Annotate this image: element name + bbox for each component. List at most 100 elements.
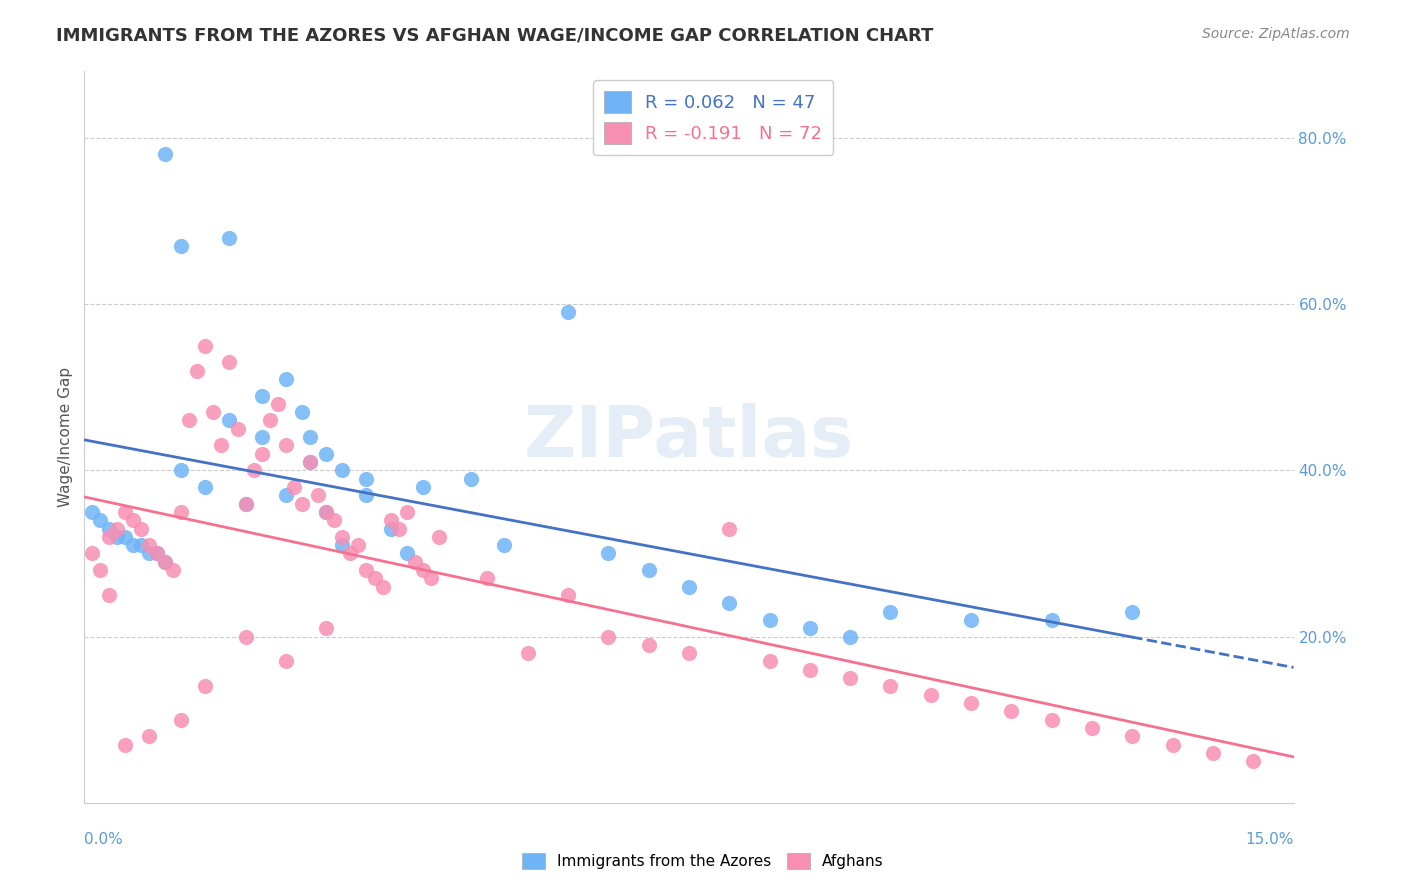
- Y-axis label: Wage/Income Gap: Wage/Income Gap: [58, 367, 73, 508]
- Point: [516, 646, 538, 660]
- Point: [299, 455, 322, 469]
- Legend: R = 0.062   N = 47, R = -0.191   N = 72: R = 0.062 N = 47, R = -0.191 N = 72: [593, 80, 834, 155]
- Point: [97, 530, 120, 544]
- Point: [250, 388, 273, 402]
- Point: [153, 555, 176, 569]
- Point: [1121, 605, 1143, 619]
- Point: [259, 413, 281, 427]
- Point: [412, 563, 434, 577]
- Point: [557, 305, 579, 319]
- Point: [839, 671, 862, 685]
- Point: [218, 230, 240, 244]
- Point: [637, 638, 659, 652]
- Point: [194, 480, 217, 494]
- Point: [274, 488, 297, 502]
- Text: IMMIGRANTS FROM THE AZORES VS AFGHAN WAGE/INCOME GAP CORRELATION CHART: IMMIGRANTS FROM THE AZORES VS AFGHAN WAG…: [56, 27, 934, 45]
- Point: [146, 546, 169, 560]
- Point: [356, 472, 378, 486]
- Point: [637, 563, 659, 577]
- Point: [291, 405, 314, 419]
- Point: [283, 480, 305, 494]
- Point: [299, 430, 322, 444]
- Point: [1040, 713, 1063, 727]
- Point: [267, 397, 290, 411]
- Point: [404, 555, 426, 569]
- Point: [105, 530, 128, 544]
- Point: [1161, 738, 1184, 752]
- Point: [347, 538, 370, 552]
- Point: [1081, 721, 1104, 735]
- Point: [758, 655, 780, 669]
- Point: [170, 239, 193, 253]
- Point: [114, 505, 136, 519]
- Point: [758, 613, 780, 627]
- Point: [114, 738, 136, 752]
- Point: [460, 472, 482, 486]
- Text: 0.0%: 0.0%: [84, 832, 124, 847]
- Point: [839, 630, 862, 644]
- Point: [388, 521, 411, 535]
- Point: [598, 546, 620, 560]
- Point: [339, 546, 361, 560]
- Point: [380, 513, 402, 527]
- Point: [427, 530, 450, 544]
- Point: [226, 422, 249, 436]
- Point: [121, 513, 143, 527]
- Point: [209, 438, 232, 452]
- Point: [170, 713, 193, 727]
- Point: [129, 538, 152, 552]
- Point: [315, 621, 337, 635]
- Point: [218, 413, 240, 427]
- Point: [153, 555, 176, 569]
- Point: [138, 729, 160, 743]
- Point: [799, 621, 821, 635]
- Point: [1000, 705, 1022, 719]
- Point: [129, 521, 152, 535]
- Point: [242, 463, 264, 477]
- Point: [235, 497, 257, 511]
- Point: [138, 546, 160, 560]
- Text: Source: ZipAtlas.com: Source: ZipAtlas.com: [1202, 27, 1350, 41]
- Point: [356, 563, 378, 577]
- Point: [82, 546, 104, 560]
- Point: [146, 546, 169, 560]
- Point: [274, 438, 297, 452]
- Point: [170, 505, 193, 519]
- Point: [1241, 754, 1264, 768]
- Point: [960, 696, 983, 710]
- Point: [323, 513, 346, 527]
- Point: [395, 505, 418, 519]
- Point: [105, 521, 128, 535]
- Point: [89, 513, 111, 527]
- Point: [380, 521, 402, 535]
- Point: [420, 571, 443, 585]
- Point: [291, 497, 314, 511]
- Point: [920, 688, 942, 702]
- Point: [162, 563, 184, 577]
- Point: [250, 447, 273, 461]
- Text: 15.0%: 15.0%: [1246, 832, 1294, 847]
- Point: [330, 530, 353, 544]
- Point: [557, 588, 579, 602]
- Point: [235, 630, 257, 644]
- Point: [186, 363, 208, 377]
- Point: [678, 646, 700, 660]
- Point: [138, 538, 160, 552]
- Point: [356, 488, 378, 502]
- Point: [412, 480, 434, 494]
- Point: [170, 463, 193, 477]
- Point: [330, 538, 353, 552]
- Point: [492, 538, 515, 552]
- Point: [235, 497, 257, 511]
- Point: [250, 430, 273, 444]
- Point: [330, 463, 353, 477]
- Point: [89, 563, 111, 577]
- Point: [121, 538, 143, 552]
- Point: [718, 521, 741, 535]
- Point: [363, 571, 385, 585]
- Point: [315, 505, 337, 519]
- Point: [218, 355, 240, 369]
- Point: [274, 655, 297, 669]
- Point: [395, 546, 418, 560]
- Point: [315, 505, 337, 519]
